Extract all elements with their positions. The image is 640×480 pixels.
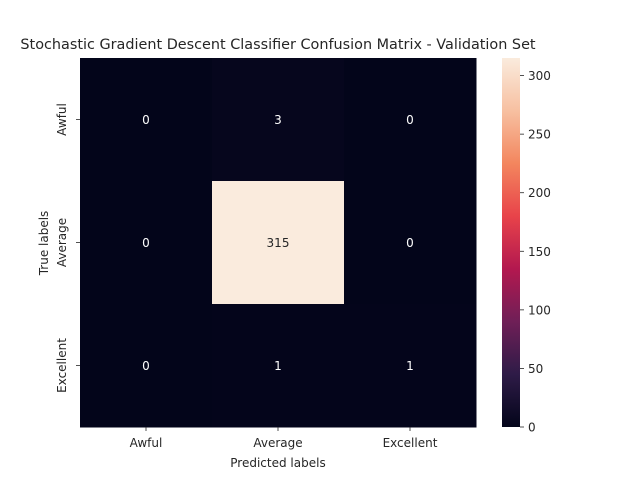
colorbar-tick-label: 100 bbox=[528, 303, 551, 317]
chart-title: Stochastic Gradient Descent Classifier C… bbox=[20, 37, 535, 53]
heatmap-cell bbox=[212, 58, 345, 182]
y-tick-label: Average bbox=[55, 218, 69, 267]
cell-value-label: 0 bbox=[406, 236, 414, 250]
x-axis-label: Predicted labels bbox=[230, 456, 325, 470]
cell-value-label: 1 bbox=[274, 359, 282, 373]
cell-value-label: 1 bbox=[406, 359, 414, 373]
x-tick-label: Average bbox=[253, 436, 302, 450]
y-tick-label: Awful bbox=[55, 103, 69, 136]
cell-value-label: 0 bbox=[406, 113, 414, 127]
x-tick-label: Awful bbox=[130, 436, 163, 450]
colorbar-ticks: 0 50 100 150 200 250 300 bbox=[520, 69, 551, 435]
colorbar-tick-label: 300 bbox=[528, 69, 551, 83]
cell-value-label: 0 bbox=[142, 359, 150, 373]
cell-value-label: 0 bbox=[142, 236, 150, 250]
heatmap-cell bbox=[344, 304, 477, 428]
cell-value-label: 315 bbox=[267, 236, 290, 250]
colorbar-tick-label: 250 bbox=[528, 128, 551, 142]
x-axis-ticks: Awful Average Excellent bbox=[130, 427, 438, 450]
cell-value-label: 0 bbox=[142, 113, 150, 127]
colorbar-tick-label: 200 bbox=[528, 186, 551, 200]
heatmap-cell bbox=[80, 304, 213, 428]
heatmap-cell bbox=[212, 181, 345, 305]
x-tick-label: Excellent bbox=[383, 436, 438, 450]
heatmap-cell bbox=[212, 304, 345, 428]
y-tick-label: Excellent bbox=[55, 338, 69, 393]
colorbar-tick-label: 150 bbox=[528, 245, 551, 259]
colorbar bbox=[502, 58, 520, 427]
colorbar-tick-label: 50 bbox=[528, 362, 543, 376]
heatmap-cell-labels: 0 3 0 0 315 0 0 1 1 bbox=[142, 113, 414, 373]
y-axis-label: True labels bbox=[37, 211, 51, 277]
heatmap-cell bbox=[344, 181, 477, 305]
heatmap-cells bbox=[80, 58, 477, 428]
heatmap-cell bbox=[80, 181, 213, 305]
heatmap-cell bbox=[344, 58, 477, 182]
colorbar-tick-label: 0 bbox=[528, 421, 536, 435]
heatmap-cell bbox=[80, 58, 213, 182]
cell-value-label: 3 bbox=[274, 113, 282, 127]
y-axis-ticks: Awful Average Excellent bbox=[55, 103, 80, 393]
